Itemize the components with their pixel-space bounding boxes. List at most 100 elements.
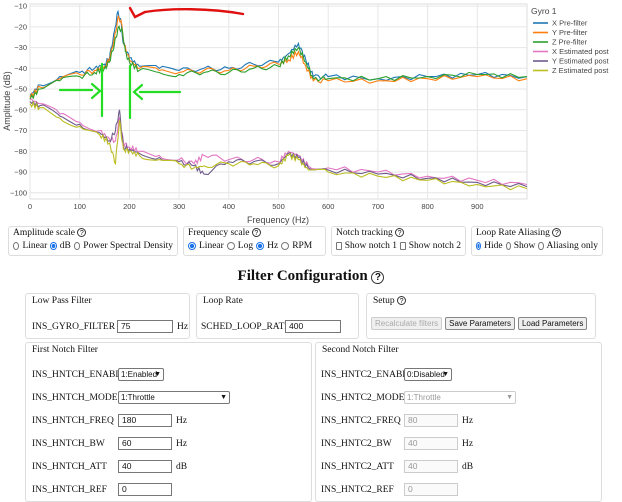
- amp-psd-radio[interactable]: [73, 242, 81, 250]
- hntc2-freq-input[interactable]: 80: [404, 414, 458, 427]
- alias-hide-radio[interactable]: [476, 242, 482, 250]
- amp-linear-radio[interactable]: [13, 242, 20, 250]
- x-tick-label: 400: [223, 202, 236, 211]
- hntc2-bw-unit: Hz: [462, 438, 474, 449]
- freq-linear-radio[interactable]: [188, 242, 196, 250]
- loop-rate-input[interactable]: 400: [285, 320, 341, 333]
- gyro-filter-input[interactable]: 75: [117, 320, 173, 333]
- hntch-bw-label: INS_HNTCH_BW: [32, 438, 105, 449]
- low-pass-panel: Low Pass Filter INS_GYRO_FILTER 75 Hz: [25, 293, 190, 339]
- aliasing-title: Loop Rate Aliasing: [476, 228, 550, 238]
- help-icon[interactable]: ?: [371, 271, 385, 284]
- show-notch2-label: Show notch 2: [408, 241, 461, 251]
- freq-rpm-radio[interactable]: [281, 242, 290, 250]
- freq-log-radio[interactable]: [226, 242, 235, 250]
- legend-entry[interactable]: Z Pre-filter: [552, 38, 588, 47]
- help-icon[interactable]: ?: [77, 228, 87, 237]
- amplitude-scale-box: Amplitude scale ? Linear dB Power Spectr…: [8, 226, 178, 256]
- hntch-mode-select[interactable]: 1:Throttle ▼: [118, 391, 230, 404]
- hntch-enable-label: INS_HNTCH_ENABLE: [32, 369, 127, 380]
- notch-tracking-box: Notch tracking ? Show notch 1 Show notch…: [331, 226, 466, 256]
- hntc2-att-unit: dB: [462, 461, 474, 472]
- alias-show-radio[interactable]: [505, 242, 511, 250]
- y-tick-label: −50: [14, 85, 27, 94]
- hntch-bw-unit: Hz: [176, 438, 188, 449]
- second-notch-title: Second Notch Filter: [322, 345, 399, 355]
- hntch-mode-value: 1:Throttle: [121, 393, 155, 402]
- x-tick-label: 100: [73, 202, 86, 211]
- loop-rate-title: Loop Rate: [203, 296, 243, 306]
- amp-db-radio[interactable]: [50, 242, 57, 250]
- hntch-enable-select[interactable]: 1:Enabled ▼: [118, 368, 164, 381]
- legend-entry[interactable]: Z Estimated post: [552, 66, 609, 75]
- help-icon[interactable]: ?: [397, 296, 407, 305]
- legend-entry[interactable]: Y Pre-filter: [552, 28, 588, 37]
- filter-config-title: Filter Configuration ?: [0, 268, 622, 285]
- frequency-plot[interactable]: 0 100 200 300 400 500 600 700 800 900 −10 −20 −30 −40…: [0, 0, 622, 226]
- show-notch1-label: Show notch 1: [344, 241, 397, 251]
- hntc2-enable-select[interactable]: 0:Disabled ▼: [404, 368, 452, 381]
- hntch-freq-input[interactable]: 180: [118, 414, 172, 427]
- first-notch-panel: First Notch Filter INS_HNTCH_ENABLE 1:En…: [25, 342, 312, 502]
- freq-linear-label: Linear: [199, 241, 224, 251]
- show-notch2-checkbox[interactable]: [400, 242, 406, 250]
- hntc2-ref-input[interactable]: 0: [404, 483, 458, 496]
- freq-hz-label: Hz: [267, 241, 279, 251]
- hntc2-mode-select[interactable]: 1:Throttle ▼: [404, 391, 516, 404]
- setup-title: Setup: [373, 296, 395, 306]
- hntch-enable-value: 1:Enabled: [121, 370, 158, 379]
- hntc2-enable-value: 0:Disabled: [407, 370, 445, 379]
- filter-config-heading: Filter Configuration: [237, 268, 368, 284]
- x-tick-label: 500: [272, 202, 285, 211]
- help-icon[interactable]: ?: [395, 228, 405, 237]
- hntch-att-label: INS_HNTCH_ATT: [32, 461, 107, 472]
- series-line-6: [29, 100, 528, 191]
- hntc2-mode-label: INS_HNTC2_MODE: [321, 392, 405, 403]
- loop-rate-aliasing-box: Loop Rate Aliasing ? Hide Show Aliasing …: [471, 226, 603, 256]
- legend-entry[interactable]: Y Estimated post: [552, 57, 609, 66]
- freq-hz-radio[interactable]: [256, 242, 265, 250]
- alias-hide-label: Hide: [484, 241, 503, 251]
- x-tick-label: 900: [471, 202, 484, 211]
- series-line-2: [29, 15, 528, 98]
- y-tick-label: −10: [14, 2, 27, 11]
- x-axis-label: Frequency (Hz): [247, 215, 309, 225]
- amp-db-label: dB: [59, 241, 71, 251]
- green-annotation-right: [128, 64, 182, 120]
- hntch-att-unit: dB: [176, 461, 188, 472]
- alias-only-label: Aliasing only: [546, 241, 599, 251]
- hntc2-bw-input[interactable]: 40: [404, 437, 458, 450]
- alias-only-radio[interactable]: [538, 242, 544, 250]
- hntc2-ref-label: INS_HNTC2_REF: [321, 484, 394, 495]
- legend-entry[interactable]: X Estimated post: [552, 47, 610, 56]
- x-tick-label: 800: [421, 202, 434, 211]
- recalculate-filters-button[interactable]: Recalculate filters: [371, 317, 443, 330]
- y-tick-label: −100: [10, 188, 27, 197]
- x-tick-label: 600: [322, 202, 335, 211]
- hntc2-freq-label: INS_HNTC2_FREQ: [321, 415, 401, 426]
- chevron-down-icon: ▼: [154, 371, 161, 378]
- amplitude-scale-title: Amplitude scale: [13, 228, 75, 238]
- hntch-att-input[interactable]: 40: [118, 460, 172, 473]
- y-tick-label: −20: [14, 22, 27, 31]
- show-notch1-checkbox[interactable]: [336, 242, 342, 250]
- legend-entry[interactable]: X Pre-filter: [552, 19, 588, 28]
- load-parameters-button[interactable]: Load Parameters: [517, 317, 588, 330]
- hntc2-att-input[interactable]: 40: [404, 460, 458, 473]
- y-axis-label: Amplitude (dB): [2, 71, 12, 131]
- help-icon[interactable]: ?: [552, 228, 562, 237]
- chevron-down-icon: ▼: [442, 371, 449, 378]
- freq-log-label: Log: [237, 241, 254, 251]
- hntc2-att-label: INS_HNTC2_ATT: [321, 461, 394, 472]
- save-parameters-button[interactable]: Save Parameters: [445, 317, 515, 330]
- y-tick-label: −60: [14, 105, 27, 114]
- freq-rpm-label: RPM: [292, 241, 313, 251]
- help-icon[interactable]: ?: [251, 228, 261, 237]
- hntch-bw-input[interactable]: 60: [118, 437, 172, 450]
- chevron-down-icon: ▼: [506, 394, 513, 401]
- hntch-ref-input[interactable]: 0: [118, 483, 172, 496]
- loop-rate-panel: Loop Rate SCHED_LOOP_RATE 400: [196, 293, 359, 339]
- hntc2-bw-label: INS_HNTC2_BW: [321, 438, 392, 449]
- y-tick-label: −80: [14, 147, 27, 156]
